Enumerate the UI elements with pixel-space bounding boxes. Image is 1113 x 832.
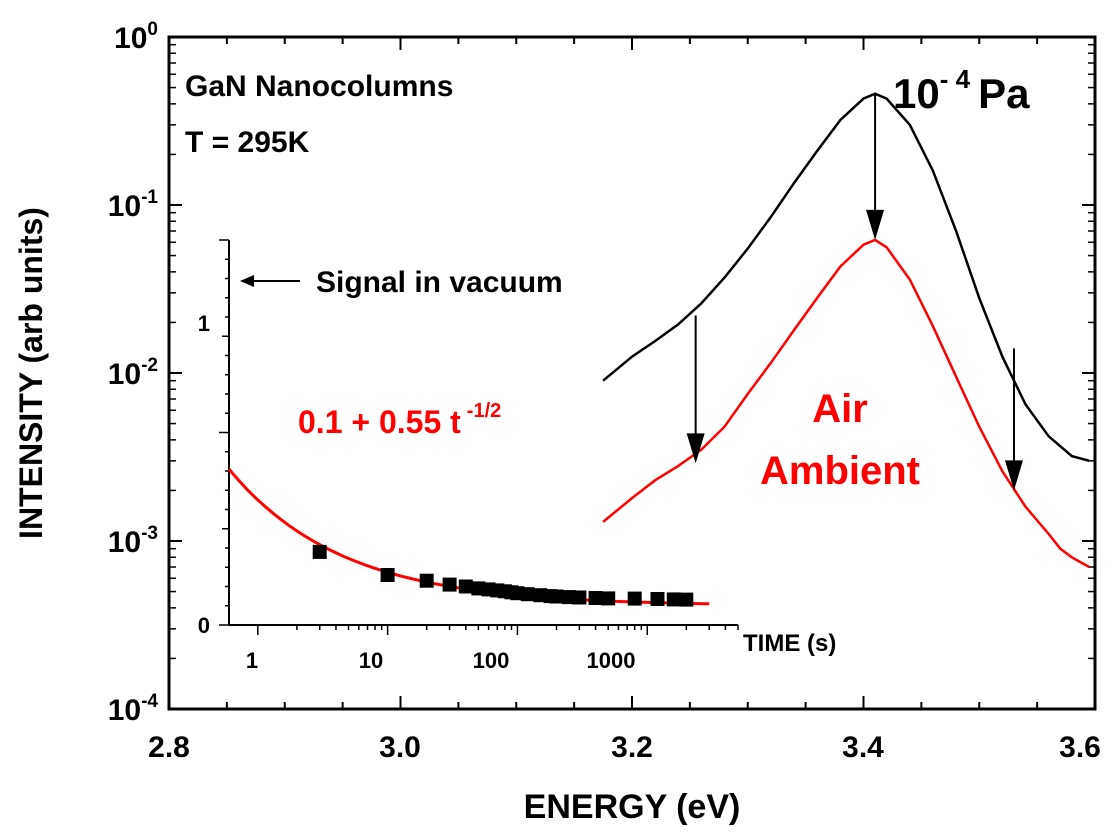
inset-data-point <box>572 590 587 605</box>
inset-data-point <box>312 544 327 559</box>
inset-data-point <box>549 589 564 604</box>
inset-data-points <box>312 544 694 607</box>
x-tick-label: 2.8 <box>148 731 190 764</box>
arrow-head <box>1004 460 1023 491</box>
x-tick-label: 3.2 <box>611 731 653 764</box>
vacuum-pointer-head <box>240 275 254 287</box>
inset-data-point <box>380 568 395 582</box>
inset-y-tick-label: 1 <box>198 311 210 336</box>
x-tick-label: 3.6 <box>1059 731 1101 764</box>
inset-x-tick-label: 10 <box>359 648 383 673</box>
x-tick-label: 3.0 <box>379 731 421 764</box>
y-tick-label: 100 <box>114 19 158 55</box>
inset-y-ticks <box>219 239 229 626</box>
inset-x-tick-label: 1 <box>246 648 258 673</box>
main-y-ticks <box>169 36 1095 710</box>
inset-data-point <box>419 573 434 588</box>
inset-data-point <box>442 577 457 592</box>
arrow-head <box>686 433 705 464</box>
temperature-label: T = 295K <box>185 126 310 159</box>
series-line-vacuum <box>602 92 1090 463</box>
inset-data-point <box>627 591 642 606</box>
arrow-head <box>866 209 885 240</box>
x-axis-label: ENERGY (eV) <box>524 788 741 826</box>
air-label-line1: Air <box>812 387 868 431</box>
inset-data-point <box>679 592 694 607</box>
vacuum-label: Signal in vacuum <box>316 266 563 299</box>
sample-label: GaN Nanocolumns <box>185 70 453 103</box>
arrows <box>686 93 1023 491</box>
inset-data-point <box>520 587 535 602</box>
fit-formula: 0.1 + 0.55 t -1/2 <box>298 400 501 440</box>
y-tick-label: 10-4 <box>108 691 159 727</box>
pressure-label: 10- 4 Pa <box>893 64 1030 117</box>
y-tick-label: 10-2 <box>108 355 158 391</box>
inset-x-tick-label: 100 <box>473 648 510 673</box>
y-tick-label: 10-3 <box>108 523 158 559</box>
inset-x-ticks <box>257 625 739 635</box>
inset-data-point <box>458 579 473 594</box>
air-label-line2: Ambient <box>760 449 920 493</box>
inset-data-point <box>666 592 681 607</box>
inset-data-point <box>650 592 665 606</box>
inset-data-point <box>588 591 603 605</box>
y-tick-label: 10-1 <box>108 187 159 223</box>
inset-x-tick-label: 1000 <box>587 648 636 673</box>
inset-x-axis-label: TIME (s) <box>743 630 836 657</box>
inset-data-point <box>601 591 616 606</box>
x-tick-label: 3.4 <box>842 731 884 764</box>
y-axis-label: INTENSITY (arb units) <box>13 207 49 539</box>
main-x-ticks <box>168 37 1096 709</box>
inset-y-tick-label: 0 <box>198 613 210 638</box>
